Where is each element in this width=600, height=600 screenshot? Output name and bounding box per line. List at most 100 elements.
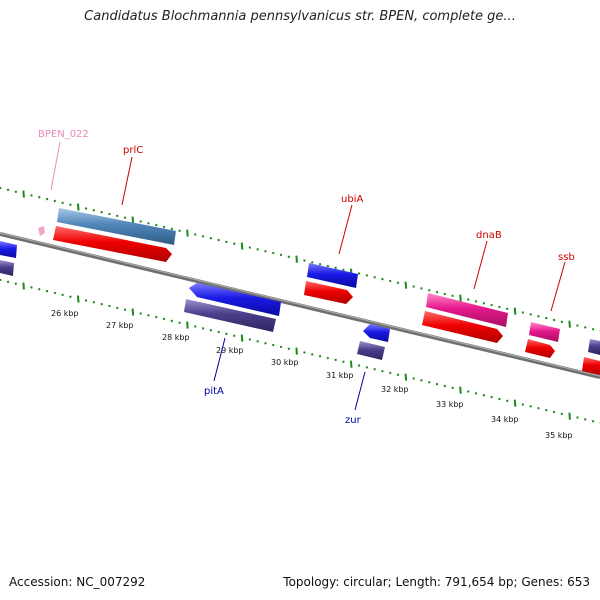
major-tick [77, 295, 80, 303]
minor-tick [560, 320, 564, 324]
minor-tick [264, 341, 267, 345]
minor-tick [217, 238, 220, 242]
gene-label-bpen-022[interactable]: BPEN_022 [38, 129, 89, 140]
minor-tick [311, 353, 314, 356]
gene-ubia[interactable] [307, 263, 358, 288]
gene-label-prlc[interactable]: prlC [123, 145, 143, 156]
minor-tick [560, 412, 564, 416]
minor-tick [248, 338, 252, 341]
minor-tick [233, 334, 236, 338]
upper-tick-ring [0, 186, 600, 332]
leader-bpen-022 [50, 141, 61, 191]
forward-features [38, 208, 600, 375]
minor-tick [443, 292, 447, 296]
minor-tick [14, 282, 18, 285]
minor-tick [506, 399, 509, 403]
minor-tick [61, 293, 64, 297]
leader-zur [354, 371, 366, 411]
leader-ssb [550, 261, 566, 312]
minor-tick [178, 229, 181, 232]
minor-tick [30, 194, 33, 197]
kbp-label: 29 kbp [216, 346, 244, 355]
minor-tick [381, 277, 384, 281]
minor-tick [248, 246, 252, 249]
cds-partial-right[interactable] [582, 357, 600, 375]
major-tick [459, 386, 462, 394]
cds-zur[interactable] [357, 341, 385, 360]
kbp-label: 27 kbp [106, 321, 134, 330]
minor-tick [342, 268, 345, 272]
major-tick [404, 281, 408, 289]
cds-ubia[interactable] [304, 281, 353, 304]
gene-label-ssb[interactable]: ssb [558, 252, 575, 263]
kbp-label: 30 kbp [271, 358, 299, 367]
cds-dnab[interactable] [422, 311, 503, 343]
minor-tick [451, 294, 454, 298]
gene-dnab[interactable] [426, 293, 508, 327]
minor-tick [194, 325, 197, 328]
minor-tick [506, 307, 509, 311]
minor-tick [272, 251, 275, 255]
gene-label-zur[interactable]: zur [345, 415, 362, 426]
minor-tick [498, 305, 501, 309]
cds-pita[interactable] [184, 299, 276, 332]
minor-tick [521, 311, 525, 314]
minor-tick [490, 395, 493, 399]
cds-ssb[interactable] [525, 339, 555, 358]
minor-tick [162, 225, 166, 229]
minor-tick [451, 386, 454, 390]
major-tick [295, 255, 298, 263]
minor-tick [311, 261, 314, 264]
minor-tick [209, 236, 213, 240]
accession-text: Accession: NC_007292 [9, 575, 146, 589]
minor-tick [396, 281, 400, 285]
minor-tick [365, 274, 369, 277]
gene-prlc[interactable] [57, 208, 176, 245]
gene-label-ubia[interactable]: ubiA [341, 194, 363, 205]
major-tick [568, 320, 571, 328]
minor-tick [116, 214, 119, 218]
major-tick [513, 399, 517, 407]
minor-tick [435, 382, 439, 386]
gene-partial-right[interactable] [588, 339, 600, 355]
minor-tick [482, 301, 486, 305]
minor-tick [389, 279, 392, 283]
minor-tick [584, 418, 587, 421]
leader-prlc [121, 156, 133, 206]
minor-tick [38, 288, 41, 291]
lower-tick-ring [0, 278, 600, 424]
gene-label-dnab[interactable]: dnaB [476, 230, 502, 241]
reverse-features [0, 241, 390, 360]
minor-tick [334, 266, 337, 270]
gene-partial-left[interactable] [0, 241, 17, 258]
minor-tick [342, 360, 345, 364]
cds-prlc[interactable] [53, 226, 172, 262]
gene-zur[interactable] [363, 324, 390, 342]
gene-label-pita[interactable]: pitA [204, 386, 224, 397]
major-tick [240, 334, 244, 342]
kbp-label: 31 kbp [326, 371, 354, 380]
minor-tick [170, 227, 174, 231]
minor-tick [591, 420, 595, 423]
minor-tick [545, 316, 548, 320]
major-tick [22, 190, 25, 198]
gene-pita[interactable] [189, 283, 281, 316]
topology-summary: Topology: circular; Length: 791,654 bp; … [283, 575, 590, 589]
minor-tick [412, 377, 415, 380]
minor-tick [217, 330, 220, 334]
major-tick [350, 360, 353, 368]
minor-tick [225, 240, 228, 244]
minor-tick [233, 242, 236, 246]
minor-tick [100, 302, 103, 306]
kbp-label: 33 kbp [436, 400, 464, 409]
gene-ssb[interactable] [529, 322, 560, 342]
leader-pita [213, 337, 226, 382]
minor-tick [357, 272, 361, 275]
minor-tick [287, 347, 291, 351]
minor-tick [14, 190, 18, 193]
gene-bpen-022[interactable] [38, 226, 45, 236]
cds-partial-left[interactable] [0, 260, 14, 276]
minor-tick [537, 315, 540, 318]
minor-tick [474, 392, 478, 395]
